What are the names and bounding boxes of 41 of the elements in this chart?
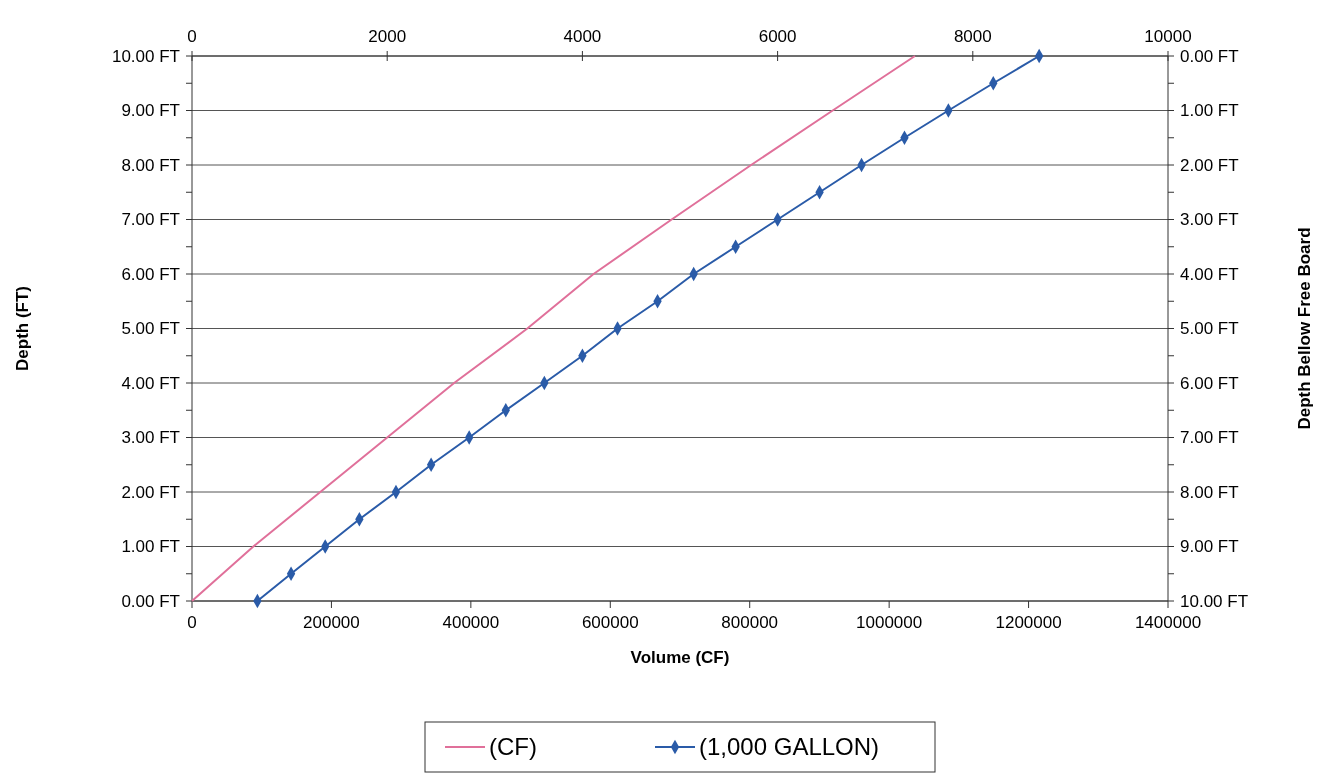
y-tick-label: 1.00 FT: [121, 537, 180, 557]
x-tick-label: 200000: [303, 613, 360, 632]
y-tick-label: 5.00 FT: [121, 319, 180, 339]
y2-tick-label: 9.00 FT: [1180, 537, 1239, 557]
x2-tick-label: 2000: [368, 27, 407, 46]
y-axis-title: Depth (FT): [13, 286, 32, 371]
y-tick-label: 7.00 FT: [121, 210, 180, 230]
x-tick-label: 1000000: [856, 613, 923, 632]
y2-tick-label: 6.00 FT: [1180, 373, 1239, 393]
legend-label: (1,000 GALLON): [699, 733, 880, 761]
y-tick-label: 2.00 FT: [121, 482, 180, 502]
x-axis-title: Volume (CF): [630, 648, 730, 667]
y-tick-label: 10.00 FT: [111, 46, 180, 66]
y2-tick-label: 1.00 FT: [1180, 101, 1239, 121]
y-tick-label: 8.00 FT: [121, 155, 180, 175]
y2-tick-label: 10.00 FT: [1180, 591, 1249, 611]
x-tick-label: 600000: [581, 613, 639, 632]
y2-tick-label: 2.00 FT: [1180, 155, 1239, 175]
x-tick-label: 800000: [721, 613, 779, 632]
x2-tick-label: 10000: [1144, 27, 1192, 46]
x-tick-label: 0: [187, 613, 197, 632]
y2-axis-title: Depth Bellow Free Board: [1295, 227, 1314, 430]
x2-tick-label: 0: [187, 27, 197, 46]
y-tick-label: 9.00 FT: [121, 101, 180, 121]
y-tick-label: 6.00 FT: [121, 264, 180, 284]
x-tick-label: 1200000: [995, 613, 1062, 632]
y2-tick-label: 4.00 FT: [1180, 264, 1239, 284]
y-tick-label: 4.00 FT: [121, 373, 180, 393]
y2-tick-label: 3.00 FT: [1180, 210, 1239, 230]
y2-tick-label: 8.00 FT: [1180, 482, 1239, 502]
x2-tick-label: 4000: [563, 27, 602, 46]
legend-label: (CF): [489, 733, 537, 761]
y-tick-label: 3.00 FT: [121, 428, 180, 448]
y2-tick-label: 0.00 FT: [1180, 46, 1239, 66]
y2-tick-label: 5.00 FT: [1180, 319, 1239, 339]
x-tick-label: 1400000: [1134, 613, 1202, 632]
x2-tick-label: 6000: [758, 27, 797, 46]
y-tick-label: 0.00 FT: [121, 591, 180, 611]
x2-tick-label: 8000: [953, 27, 992, 46]
y2-tick-label: 7.00 FT: [1180, 428, 1239, 448]
x-tick-label: 400000: [442, 613, 500, 632]
